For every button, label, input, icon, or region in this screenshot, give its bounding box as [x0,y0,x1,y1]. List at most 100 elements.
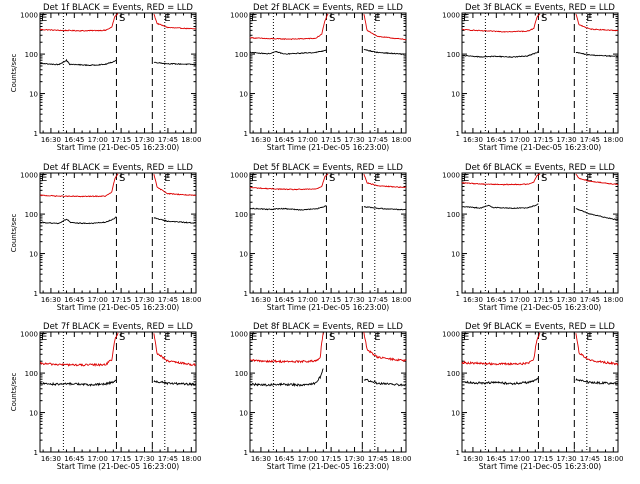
x-tick-label: 17:15 [111,455,131,463]
panel-title: Det 1f BLACK = Events, RED = LLD [43,3,193,13]
x-tick-label: 17:30 [556,136,576,144]
panel-title: Det 8f BLACK = Events, RED = LLD [253,322,403,332]
s-marker: S [541,173,547,184]
detector-panel: Det 7f BLACK = Events, RED = LLD Counts/s… [10,322,201,471]
x-axis-label: Start Time (21-Dec-05 16:23:00) [57,303,179,312]
x-tick-label: 17:00 [88,296,108,304]
detector-panel: Det 9f BLACK = Events, RED = LLD 1 10 100 10… [442,322,623,471]
x-tick-label: 16:30 [41,136,61,144]
x-tick-label: 17:15 [533,296,553,304]
events-series-line [39,379,117,387]
x-tick-label: 16:45 [274,296,294,304]
x-tick-label: 17:15 [321,136,341,144]
y-tick-label: 10 [29,410,38,418]
x-tick-label: 17:00 [510,455,530,463]
y-tick-label: 10 [29,91,38,99]
y-tick-label: 100 [235,211,248,219]
e-marker: E [164,332,170,343]
x-axis-label: Start Time (21-Dec-05 16:23:00) [57,462,179,471]
x-tick-label: 16:30 [41,296,61,304]
x-axis-label: Start Time (21-Dec-05 16:23:00) [267,462,389,471]
y-tick-label: 100 [25,370,38,378]
x-tick-label: 18:00 [181,455,201,463]
y-tick-label: 1000 [230,12,248,20]
plot-frame [461,331,619,453]
x-tick-label: 17:30 [344,296,364,304]
s-marker: S [541,332,547,343]
x-tick-label: 16:30 [463,455,483,463]
e-marker: E [164,13,170,24]
x-tick-label: 16:30 [41,455,61,463]
start-e-marker: E [251,332,257,343]
y-tick-label: 1000 [442,12,460,20]
s-marker: S [329,13,335,24]
x-tick-label: 17:30 [134,296,154,304]
detector-panel: Det 8f BLACK = Events, RED = LLD 1 10 100 10… [230,322,411,471]
y-tick-label: 1 [456,290,460,298]
e-marker: E [374,173,380,184]
x-tick-label: 18:00 [391,455,411,463]
e-marker: E [586,332,592,343]
e-marker: E [374,332,380,343]
x-tick-label: 17:30 [344,455,364,463]
x-tick-label: 17:45 [368,455,388,463]
y-tick-label: 10 [239,410,248,418]
start-e-marker: E [41,13,47,24]
x-tick-label: 16:45 [64,136,84,144]
e-marker: E [586,13,592,24]
x-tick-label: 16:45 [64,296,84,304]
y-tick-label: 1 [34,290,38,298]
plot-frame [461,172,619,294]
events-series-line [153,61,197,66]
e-marker: E [374,13,380,24]
y-tick-label: 1 [34,130,38,138]
y-tick-label: 1 [244,130,248,138]
lld-series-line [363,332,407,362]
y-tick-label: 1000 [230,331,248,339]
lld-series-line [363,173,407,188]
x-tick-label: 16:30 [463,136,483,144]
events-series-line [153,380,197,387]
lld-series-line [461,173,541,186]
y-tick-label: 100 [25,51,38,59]
start-e-marker: E [463,332,469,343]
x-tick-label: 18:00 [603,136,623,144]
x-tick-label: 17:15 [533,136,553,144]
panel-title: Det 4f BLACK = Events, RED = LLD [43,163,193,173]
events-series-line [249,368,324,388]
x-tick-label: 17:30 [344,136,364,144]
y-tick-label: 100 [25,211,38,219]
y-tick-label: 10 [451,251,460,259]
x-tick-label: 17:00 [298,296,318,304]
s-marker: S [119,332,125,343]
y-tick-label: 100 [447,370,460,378]
lld-series-line [575,13,619,32]
s-marker: S [119,13,125,24]
x-tick-label: 17:00 [510,296,530,304]
x-tick-label: 17:45 [158,136,178,144]
y-tick-label: 10 [239,251,248,259]
lld-series-line [153,13,197,30]
e-marker: E [586,173,592,184]
y-axis-label: Counts/sec [10,373,18,412]
x-tick-label: 18:00 [181,136,201,144]
events-series-line [153,217,197,224]
x-tick-label: 16:30 [251,136,271,144]
x-tick-label: 16:30 [463,296,483,304]
x-tick-label: 18:00 [391,296,411,304]
y-tick-label: 1 [244,290,248,298]
x-tick-label: 16:45 [274,455,294,463]
x-tick-label: 17:00 [298,455,318,463]
start-e-marker: E [41,332,47,343]
x-tick-label: 17:30 [556,296,576,304]
x-tick-label: 18:00 [603,455,623,463]
x-axis-label: Start Time (21-Dec-05 16:23:00) [267,303,389,312]
lld-series-line [462,13,541,33]
x-tick-label: 17:00 [88,455,108,463]
y-tick-label: 1000 [20,331,38,339]
detector-panel: Det 1f BLACK = Events, RED = LLD Counts/s… [10,3,201,152]
start-e-marker: E [251,13,257,24]
x-tick-label: 17:45 [158,296,178,304]
start-e-marker: E [251,173,257,184]
